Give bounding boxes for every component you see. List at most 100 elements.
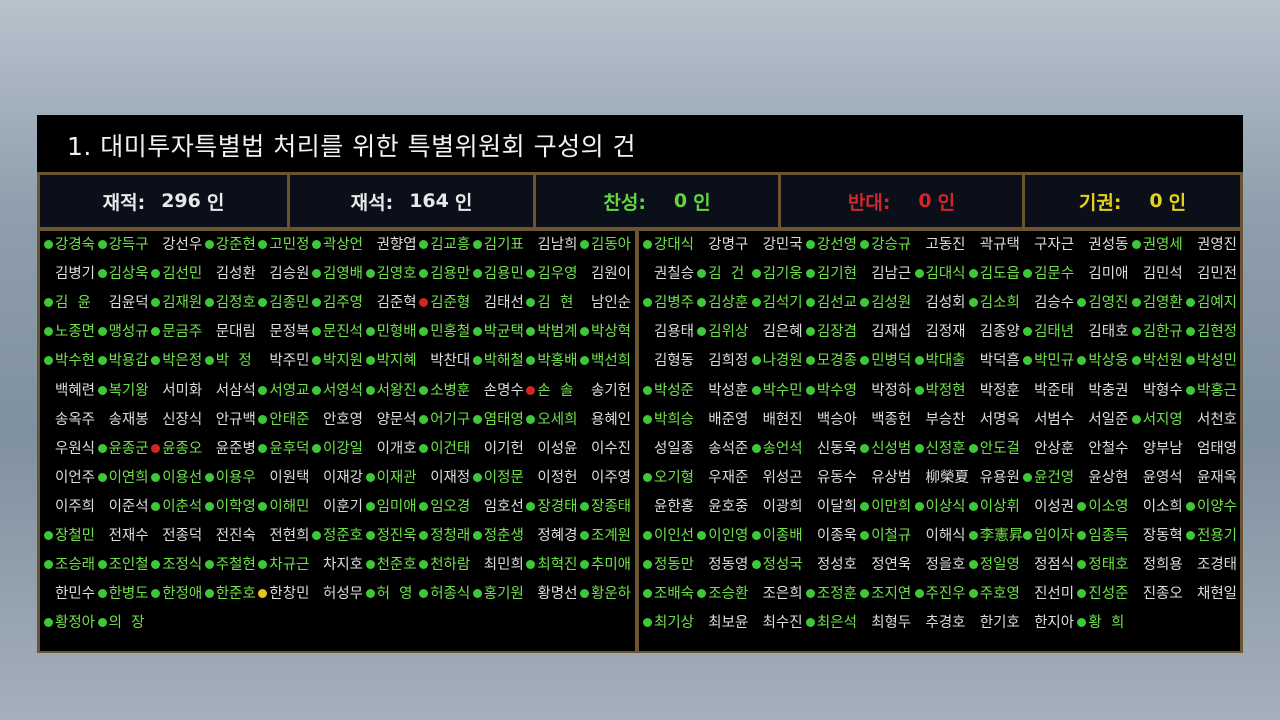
green-dot-icon — [643, 618, 652, 628]
green-dot-icon — [643, 560, 652, 570]
member-name: 백혜련 — [55, 382, 96, 399]
member-name: 백종헌 — [871, 411, 912, 428]
green-dot-icon — [805, 356, 815, 366]
green-dot-icon — [258, 414, 268, 424]
member-name: 송기헌 — [591, 382, 632, 399]
green-dot-icon — [580, 240, 589, 249]
member-name: 우원식 — [55, 440, 96, 457]
member-name: 정청래 — [430, 528, 471, 544]
member-name: 김재섭 — [871, 324, 912, 341]
stat-present: 재석: 164 인 — [290, 175, 533, 227]
member-name: 조경태 — [1197, 557, 1238, 574]
member-name: 안호영 — [323, 411, 364, 428]
member-name: 한정애 — [162, 586, 203, 603]
member-name: 이종욱 — [816, 528, 857, 544]
member-name: 김성환 — [215, 266, 256, 283]
member-name: 홍기원 — [483, 586, 524, 603]
member-name: 양부남 — [1142, 440, 1183, 457]
member-name: 김예지 — [1197, 295, 1238, 312]
member-name: 고동진 — [925, 237, 966, 253]
green-dot-icon — [643, 531, 652, 540]
green-dot-icon — [204, 501, 214, 511]
green-dot-icon — [365, 327, 375, 337]
member-name: 김용만 — [430, 266, 471, 283]
member-name: 김용태 — [654, 324, 695, 341]
stat-value: 296 — [161, 190, 201, 212]
red-dot-icon — [151, 443, 161, 453]
member-name: 주진우 — [925, 586, 966, 603]
green-dot-icon — [805, 240, 815, 249]
member-name: 윤준병 — [215, 440, 256, 457]
member-name: 조배숙 — [654, 586, 695, 603]
green-dot-icon — [968, 269, 978, 279]
member-name: 정동만 — [654, 557, 695, 574]
member-name: 차지호 — [323, 557, 364, 574]
member-name: 조지연 — [871, 586, 912, 603]
member-name: 이기헌 — [483, 440, 524, 457]
member-name: 박희승 — [654, 411, 695, 428]
green-dot-icon — [419, 443, 429, 453]
member-name: 강민국 — [762, 237, 803, 253]
green-dot-icon — [643, 298, 652, 308]
member-name: 최기상 — [654, 615, 695, 632]
member-name: 장동혁 — [1142, 528, 1183, 544]
green-dot-icon — [419, 327, 429, 337]
member-name: 어기구 — [430, 411, 471, 428]
member-name: 김영환 — [1142, 295, 1183, 312]
green-dot-icon — [204, 589, 214, 599]
member-name: 서일준 — [1088, 411, 1129, 428]
member-name: 허 영 — [376, 586, 413, 603]
member-name: 양문석 — [376, 411, 417, 428]
green-dot-icon — [751, 298, 761, 308]
member-name: 임오경 — [430, 498, 471, 515]
green-dot-icon — [151, 327, 161, 337]
member-name: 김소희 — [979, 295, 1020, 312]
green-dot-icon — [1023, 269, 1033, 279]
member-name: 김병기 — [55, 266, 96, 283]
green-dot-icon — [751, 560, 761, 570]
member-name: 김병주 — [654, 295, 695, 312]
member-name: 백선희 — [591, 353, 632, 370]
member-name: 최은석 — [816, 615, 857, 632]
green-dot-icon — [643, 472, 652, 482]
green-dot-icon — [1077, 501, 1087, 511]
member-name: 김정재 — [925, 324, 966, 341]
member-name: 이원택 — [269, 469, 310, 486]
member-name: 김남근 — [871, 266, 912, 283]
green-dot-icon — [151, 472, 161, 482]
green-dot-icon — [151, 560, 161, 570]
member-name: 김동아 — [591, 237, 632, 253]
member-name: 노종면 — [55, 324, 96, 341]
member-name: 李憲昇 — [979, 528, 1024, 544]
member-name: 김민전 — [1197, 266, 1238, 283]
stat-value: 164 — [409, 190, 449, 212]
member-name: 서범수 — [1034, 411, 1075, 428]
member-name: 김용민 — [483, 266, 524, 283]
member-name: 김석기 — [762, 295, 803, 312]
member-name: 민홍철 — [430, 324, 471, 341]
green-dot-icon — [643, 240, 652, 249]
stat-value: 0 — [1149, 190, 1163, 212]
member-name: 이소영 — [1088, 498, 1129, 515]
member-name: 박해철 — [483, 353, 524, 370]
member-name: 이재관 — [376, 469, 417, 486]
member-name: 조승래 — [55, 557, 96, 574]
member-name: 구자근 — [1034, 237, 1075, 253]
green-dot-icon — [44, 298, 53, 308]
member-name: 추미애 — [591, 557, 632, 574]
member-name: 정성국 — [762, 557, 803, 574]
green-dot-icon — [805, 385, 815, 395]
member-name: 조정식 — [162, 557, 203, 574]
member-name: 신정훈 — [925, 440, 966, 457]
green-dot-icon — [97, 472, 107, 482]
member-name: 권성동 — [1088, 237, 1129, 253]
green-dot-icon — [1023, 531, 1033, 540]
member-name: 천하람 — [430, 557, 471, 574]
member-name: 정진욱 — [376, 528, 417, 544]
member-name: 추경호 — [925, 615, 966, 632]
member-name: 이양수 — [1197, 498, 1238, 515]
member-name: 서삼석 — [215, 382, 256, 399]
green-dot-icon — [204, 356, 214, 366]
member-name: 백승아 — [816, 411, 857, 428]
member-name: 김정호 — [215, 295, 256, 312]
